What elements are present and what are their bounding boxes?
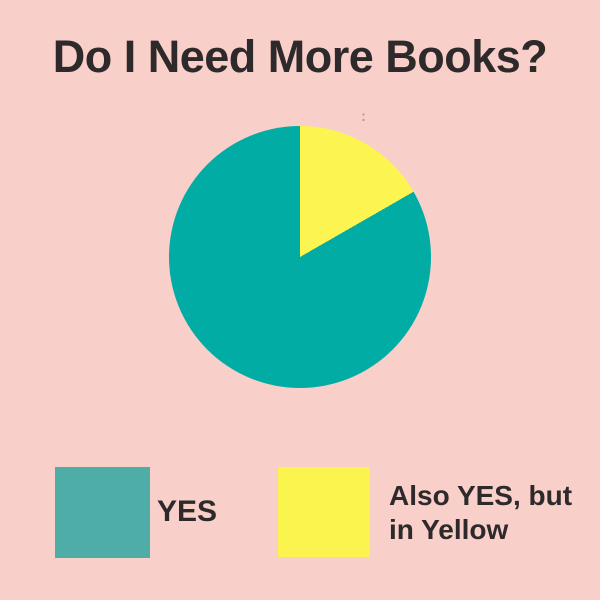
pie-chart [169,126,431,388]
legend-label-yes: YES [157,495,218,528]
stray-colon-artifact: : [361,108,366,125]
chart-title: Do I Need More Books? [52,31,548,82]
legend-swatch-yes [55,467,150,558]
legend-label-also-yes-yellow: Also YES, but in Yellow [389,480,573,545]
legend-swatch-also-yes-yellow [278,467,370,557]
